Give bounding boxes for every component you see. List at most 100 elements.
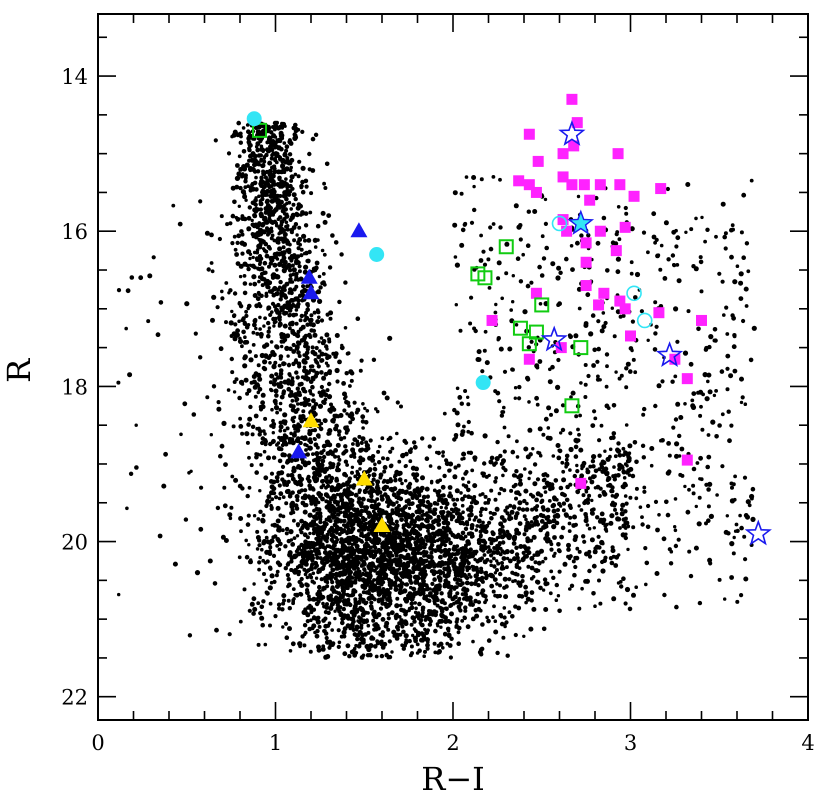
field-point <box>282 598 286 603</box>
field-point <box>388 591 392 595</box>
field-point <box>533 568 538 573</box>
field-point <box>334 535 339 540</box>
field-point <box>277 177 282 182</box>
field-point <box>310 349 316 355</box>
field-point <box>333 609 337 613</box>
field-point <box>262 159 267 164</box>
field-point <box>508 503 513 508</box>
field-point <box>550 503 556 509</box>
field-point <box>576 438 581 443</box>
field-point <box>285 248 290 253</box>
field-point <box>244 309 249 314</box>
field-point <box>538 453 543 458</box>
field-point <box>250 186 256 192</box>
field-point <box>541 432 546 437</box>
field-point <box>248 166 253 171</box>
field-point <box>426 529 430 533</box>
field-point <box>742 475 748 480</box>
field-point <box>509 516 514 521</box>
field-point <box>305 583 310 588</box>
field-point <box>438 641 444 647</box>
field-point <box>359 637 364 642</box>
field-point <box>439 599 445 605</box>
field-point <box>454 619 459 625</box>
field-point <box>272 304 278 309</box>
field-point <box>343 491 349 497</box>
field-point <box>226 388 231 392</box>
field-point <box>352 437 358 442</box>
field-point <box>491 615 495 619</box>
field-point <box>252 293 258 298</box>
field-point <box>344 473 349 478</box>
field-point <box>610 488 615 494</box>
field-point <box>275 268 279 272</box>
field-point <box>259 604 265 610</box>
field-point <box>463 546 468 552</box>
field-point <box>397 615 402 619</box>
field-point <box>342 514 347 518</box>
field-point <box>277 310 282 316</box>
field-point <box>351 534 356 539</box>
field-point <box>489 563 494 568</box>
field-point <box>333 454 338 459</box>
field-point <box>377 460 382 465</box>
field-point <box>398 603 403 608</box>
field-point <box>420 614 425 619</box>
field-point <box>209 433 213 437</box>
field-point <box>348 420 353 425</box>
field-point <box>520 556 526 562</box>
field-point <box>528 626 534 632</box>
field-point <box>232 234 237 239</box>
field-point <box>499 621 505 627</box>
field-point <box>344 395 348 399</box>
field-point <box>517 500 523 506</box>
field-star-points <box>116 120 757 660</box>
field-point <box>579 508 584 512</box>
field-point <box>349 378 354 383</box>
field-point <box>387 639 392 644</box>
field-point <box>324 605 330 610</box>
field-point <box>504 620 509 625</box>
field-point <box>345 463 349 467</box>
field-point <box>256 363 261 368</box>
field-point <box>310 168 316 173</box>
field-point <box>491 511 496 516</box>
field-point <box>364 537 369 542</box>
field-point <box>358 641 362 646</box>
field-point <box>278 424 284 430</box>
field-point <box>266 285 271 290</box>
field-point <box>214 627 219 633</box>
field-point <box>724 305 729 310</box>
field-point <box>275 518 281 524</box>
field-point <box>617 467 622 472</box>
field-point <box>247 146 252 151</box>
field-point <box>427 444 432 449</box>
field-point <box>612 477 617 482</box>
field-point <box>493 571 498 575</box>
field-point <box>375 479 381 485</box>
field-point <box>297 479 303 485</box>
field-point <box>255 169 261 174</box>
field-point <box>344 539 348 544</box>
field-point <box>371 477 376 482</box>
field-point <box>297 546 302 551</box>
field-point <box>401 565 407 571</box>
field-point <box>610 485 615 490</box>
field-point <box>310 598 315 602</box>
field-point <box>325 584 330 589</box>
field-point <box>282 232 288 237</box>
field-point <box>255 426 259 431</box>
field-point <box>543 536 548 541</box>
field-point <box>358 467 362 471</box>
field-point <box>364 443 370 449</box>
field-point <box>518 279 524 284</box>
field-point <box>373 462 377 467</box>
field-point <box>299 418 305 424</box>
field-point <box>359 508 364 513</box>
field-point <box>284 501 289 506</box>
field-point <box>299 583 305 588</box>
field-point <box>368 567 374 573</box>
field-point <box>478 569 484 575</box>
field-point <box>419 631 425 636</box>
field-point <box>275 236 281 242</box>
